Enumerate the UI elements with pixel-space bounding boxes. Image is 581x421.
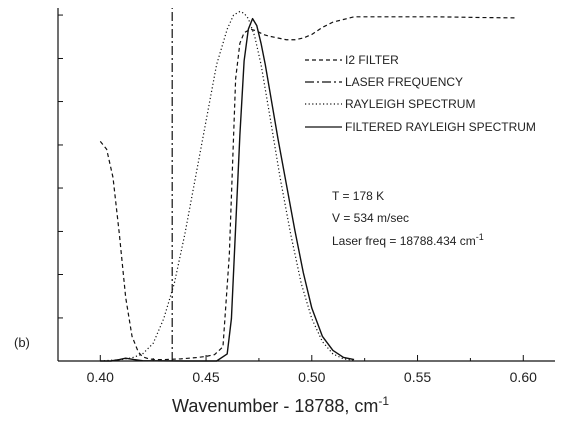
x-axis-label-text: Wavenumber - 18788, cm	[172, 396, 378, 416]
legend-label-laser-frequency: LASER FREQUENCY	[345, 75, 463, 89]
annotation-laser-freq-superscript: -1	[476, 232, 484, 242]
x-tick-label-3: 0.55	[404, 369, 431, 385]
x-axis-label: Wavenumber - 18788, cm-1	[172, 394, 389, 416]
series-line-rayleigh-spectrum	[100, 10, 355, 362]
legend-label-rayleigh-spectrum: RAYLEIGH SPECTRUM	[345, 97, 475, 111]
series-line-i2-filter	[99, 16, 515, 361]
annotation-velocity: V = 534 m/sec	[332, 211, 409, 225]
plot-axes	[57, 8, 555, 362]
plot-series	[99, 8, 515, 362]
legend: I2 FILTER LASER FREQUENCY RAYLEIGH SPECT…	[305, 53, 536, 134]
series-line-filtered-rayleigh-spectrum	[100, 17, 355, 362]
x-axis-label-superscript: -1	[378, 394, 389, 408]
x-tick-label-1: 0.45	[192, 369, 219, 385]
panel-label: (b)	[14, 335, 30, 350]
legend-label-i2-filter: I2 FILTER	[345, 53, 399, 67]
x-tick-label-2: 0.50	[298, 369, 325, 385]
x-tick-label-4: 0.60	[510, 369, 537, 385]
annotation-laser-freq-text: Laser freq = 18788.434 cm	[332, 234, 476, 248]
axis-ticks: 0.40 0.45 0.50 0.55 0.60	[58, 14, 537, 385]
x-tick-label-0: 0.40	[87, 369, 114, 385]
annotation-laser-freq: Laser freq = 18788.434 cm-1	[332, 232, 484, 248]
legend-label-filtered-rayleigh-spectrum: FILTERED RAYLEIGH SPECTRUM	[345, 120, 536, 134]
annotation-temperature: T = 178 K	[332, 189, 384, 203]
